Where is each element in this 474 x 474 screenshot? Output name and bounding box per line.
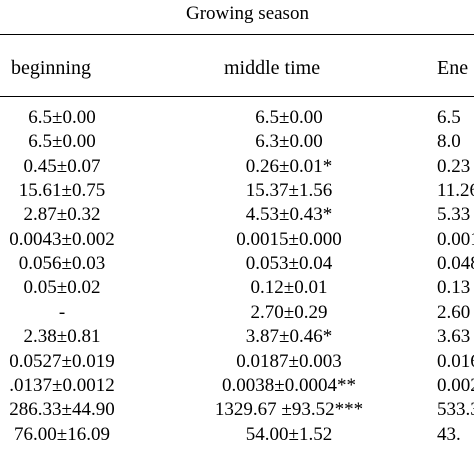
table-cell: 1329.67 ±93.52*** <box>214 399 364 421</box>
table-cell: 15.37±1.56 <box>245 180 333 202</box>
table-cell: 4.53±0.43* <box>245 204 333 226</box>
table-cell: 76.00±16.09 <box>14 423 110 445</box>
table-cell: 0.45±0.07 <box>23 155 101 177</box>
table-cell: 533.33 <box>437 399 474 421</box>
table-cell: 6.5±0.00 <box>255 107 323 128</box>
table-cell: 3.87±0.46* <box>245 326 333 348</box>
table-cell: 0.23 <box>437 155 471 177</box>
table-cell: 0.0187±0.003 <box>236 350 342 372</box>
table-cell: 0.056±0.03 <box>18 253 106 275</box>
col-header-end: Ene <box>437 57 469 79</box>
table-cell: 0.0043±0.002 <box>9 228 115 250</box>
table-cell: 286.33±44.90 <box>9 399 115 421</box>
top-rule <box>0 34 474 35</box>
table-cell: 2.87±0.32 <box>23 204 101 226</box>
table-cell: 0.0163 <box>437 350 474 372</box>
table-cell: 15.61±0.75 <box>18 180 106 202</box>
table-cell: 6.3±0.00 <box>255 131 323 153</box>
header-rule <box>0 96 474 97</box>
col-header-middle-time: middle time <box>224 57 321 79</box>
table-cell: 0.26±0.01* <box>245 155 333 177</box>
col-header-beginning: beginning <box>11 57 91 79</box>
table-cell: 8.0 <box>437 131 461 153</box>
table-cell: 0.048 <box>437 253 474 275</box>
table-cell: 0.13 <box>437 277 471 299</box>
table-cell: .0137±0.0012 <box>9 374 115 396</box>
table-cell: - <box>58 301 66 323</box>
table-cell: 43. <box>437 423 461 445</box>
table-cell: 6.5±0.00 <box>28 107 96 128</box>
table-cell: 3.63 <box>437 326 471 348</box>
table-cell: 0.0013 <box>437 228 474 250</box>
table-cell: 0.0527±0.019 <box>9 350 115 372</box>
table-cell: 0.0038±0.0004** <box>222 374 356 396</box>
table-cell: 54.00±1.52 <box>245 423 333 445</box>
table-cell: 2.70±0.29 <box>250 301 328 323</box>
table-cell: 0.05±0.02 <box>23 277 101 299</box>
table-cell: 6.5 <box>437 107 461 128</box>
table-cell: 2.60 <box>437 301 471 323</box>
table-cell: 2.38±0.81 <box>23 326 101 348</box>
table-cell: 11.26 <box>437 180 474 202</box>
table-cell: 6.5±0.00 <box>28 131 96 153</box>
table-cell: 5.33 <box>437 204 471 226</box>
table-cell: 0.12±0.01 <box>250 277 328 299</box>
season-header: Growing season <box>186 3 309 24</box>
table-cell: 0.0015±0.000 <box>236 228 342 250</box>
table-cell: 0.053±0.04 <box>245 253 333 275</box>
